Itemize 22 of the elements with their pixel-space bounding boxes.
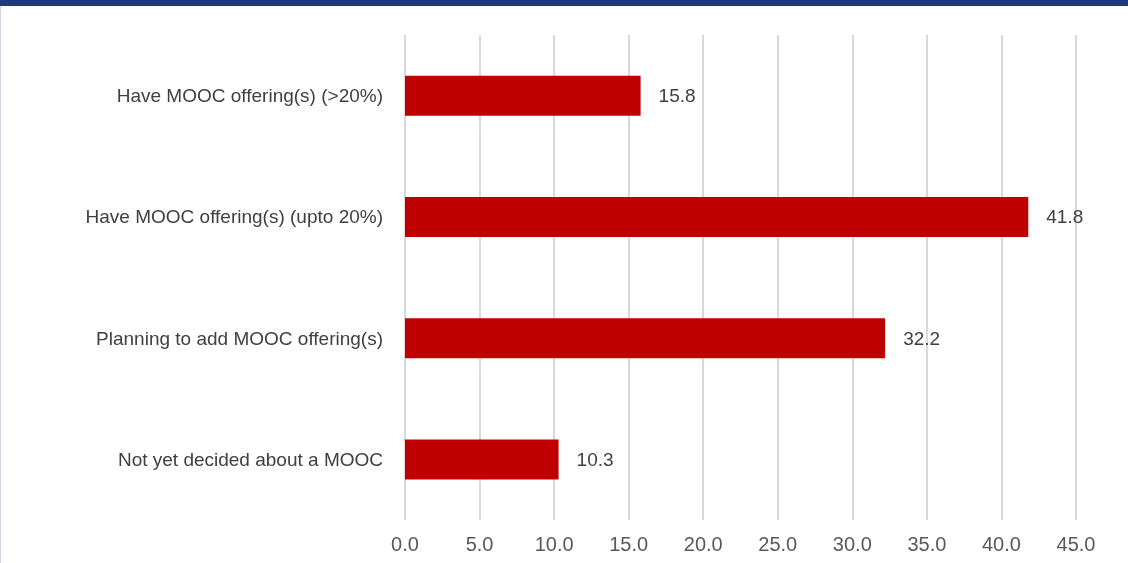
y-tick-label: Have MOOC offering(s) (upto 20%) bbox=[85, 206, 383, 228]
bar bbox=[405, 75, 641, 116]
y-tick-label: Have MOOC offering(s) (>20%) bbox=[116, 85, 383, 107]
data-label: 41.8 bbox=[1046, 206, 1084, 228]
x-tick-label: 30.0 bbox=[832, 533, 872, 555]
x-tick-label: 25.0 bbox=[758, 533, 798, 555]
x-tick-label: 0.0 bbox=[391, 533, 419, 555]
bar bbox=[405, 318, 886, 359]
x-tick-label: 15.0 bbox=[609, 533, 649, 555]
y-tick-label: Planning to add MOOC offering(s) bbox=[96, 327, 383, 349]
bar bbox=[405, 439, 559, 480]
x-tick-label: 45.0 bbox=[1056, 533, 1096, 555]
x-tick-label: 5.0 bbox=[465, 533, 494, 555]
data-label: 10.3 bbox=[576, 448, 614, 470]
data-label: 15.8 bbox=[658, 85, 696, 107]
bar bbox=[405, 196, 1029, 237]
y-tick-label: Not yet decided about a MOOC bbox=[117, 448, 383, 470]
data-label: 32.2 bbox=[903, 327, 941, 349]
x-tick-label: 35.0 bbox=[907, 533, 947, 555]
x-tick-label: 20.0 bbox=[683, 533, 723, 555]
x-tick-label: 10.0 bbox=[534, 533, 574, 555]
x-tick-label: 40.0 bbox=[981, 533, 1021, 555]
